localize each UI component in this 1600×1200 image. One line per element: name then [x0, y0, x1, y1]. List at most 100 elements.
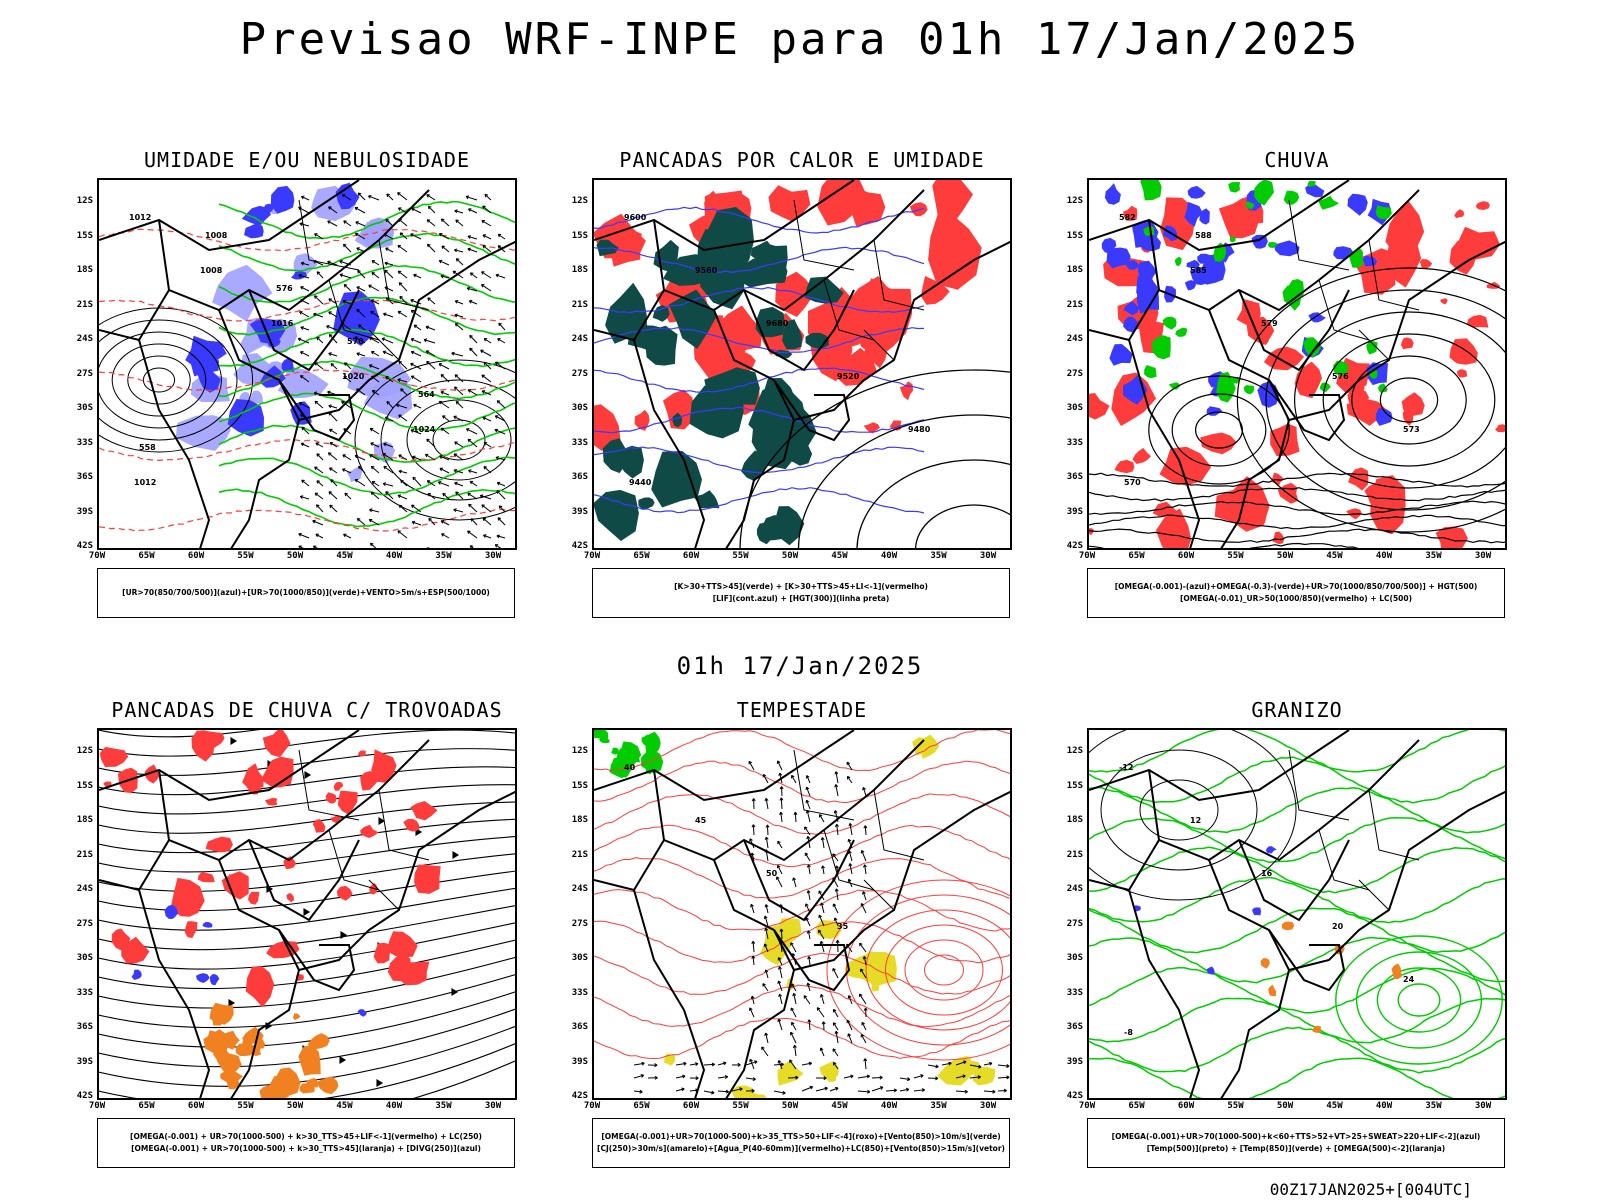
latitude-tick: 12S: [571, 196, 588, 206]
latitude-tick: 21S: [571, 849, 588, 860]
latitude-tick: 18S: [76, 815, 93, 825]
hgt500-zonal-contour: [1089, 528, 1505, 544]
state-borders: [298, 199, 430, 361]
panel-title: GRANIZO: [1251, 698, 1343, 722]
map-graphic: 582 585 579 576 573 570 588: [1089, 180, 1505, 548]
longitude-tick: 50W: [1276, 1101, 1294, 1111]
longitude-tick: 65W: [1128, 1101, 1145, 1111]
latitude-tick: 15S: [571, 230, 588, 241]
contour-label: 9600: [624, 213, 647, 222]
longitude-tick: 40W: [385, 551, 403, 561]
panel-legend: [K>30+TTS>45](verde) + [K>30+TTS>45+LI<-…: [592, 568, 1010, 618]
panel-legend: [OMEGA(-0.001)+UR>70(1000-500)+k>35_TTS>…: [592, 1118, 1010, 1168]
country-borders: [99, 730, 515, 1098]
lif-blue-contour: [594, 367, 925, 393]
latitude-tick: 42S: [571, 1091, 588, 1101]
wind850-green-areas: [594, 730, 664, 779]
longitude-tick: 50W: [286, 551, 304, 561]
longitude-tick: 50W: [286, 1101, 304, 1111]
latitude-tick: 30S: [76, 403, 93, 413]
latitude-tick: 21S: [76, 849, 93, 860]
state-borders: [793, 749, 925, 911]
thunderstorm-orange-areas: [203, 1002, 339, 1098]
latitude-tick: 24S: [571, 884, 588, 894]
latitude-tick: 33S: [1066, 987, 1083, 998]
latitude-tick: 27S: [76, 918, 93, 929]
latitude-tick: 36S: [1066, 472, 1083, 482]
longitude-tick: 30W: [979, 551, 997, 561]
pressure-isobars-east: [354, 359, 515, 521]
latitude-tick: 36S: [76, 1022, 93, 1032]
divergence-blue-areas: [131, 904, 367, 1017]
contour-label: 1020: [342, 372, 365, 381]
longitude-tick: 35W: [930, 551, 947, 561]
latitude-tick: 42S: [1066, 1091, 1083, 1101]
lc850-red-streamline: [594, 984, 1010, 1028]
legend-line: [OMEGA(-0.001)-(azul)+OMEGA(-0.3)-(verde…: [1114, 582, 1478, 591]
contour-label: 50: [766, 869, 778, 878]
longitude-tick: 35W: [1425, 1101, 1442, 1111]
thickness-red-dashed: [99, 368, 515, 392]
hgt500-zonal-contour: [1089, 500, 1505, 516]
contour-label: -12: [1119, 763, 1133, 772]
latitude-tick: 27S: [76, 368, 93, 379]
latitude-tick: 30S: [76, 953, 93, 963]
latitude-tick: 21S: [76, 299, 93, 310]
lif-blue-contour: [594, 406, 925, 434]
temp850-green-contour: [1089, 876, 1505, 924]
longitude-tick: 60W: [682, 1101, 700, 1111]
legend-line: [Temp(500)](preto) + [Temp(850)](verde) …: [1146, 1144, 1446, 1153]
latitude-tick: 15S: [1066, 780, 1083, 791]
contour-label: 579: [1261, 319, 1278, 328]
rh-green-contour: [218, 488, 515, 528]
panel-title: PANCADAS DE CHUVA C/ TROVOADAS: [111, 698, 503, 722]
longitude-tick: 60W: [1177, 1101, 1195, 1111]
hgt500-zonal-contour: [1089, 514, 1505, 530]
contour-label: 9480: [908, 425, 931, 434]
latitude-tick: 27S: [1066, 918, 1083, 929]
contour-label: 1024: [413, 425, 436, 434]
forecast-map: 40 45 50 35: [592, 728, 1012, 1100]
precip-water-red-contours: [826, 879, 1010, 1061]
lif-blue-contour: [594, 206, 925, 234]
rh-green-contour: [218, 392, 515, 432]
contour-label: 1008: [205, 231, 228, 240]
panel-legend: [UR>70(850/700/500)](azul)+[UR>70(1000/8…: [97, 568, 515, 618]
latitude-tick: 15S: [571, 780, 588, 791]
longitude-tick: 70W: [583, 1101, 601, 1111]
latitude-tick: 33S: [571, 987, 588, 998]
latitude-tick: 42S: [571, 541, 588, 551]
contour-label: 9680: [766, 319, 789, 328]
footer-stamp: 00Z17JAN2025+[004UTC]: [1269, 1180, 1472, 1199]
country-borders: [594, 730, 1010, 1098]
rh-green-contour: [218, 424, 515, 463]
hgt500-low-contours: [1148, 375, 1290, 485]
latitude-tick: 39S: [1066, 1056, 1083, 1067]
latitude-tick: 24S: [1066, 334, 1083, 344]
contour-labels: -12 12 16 20 24 -8: [1119, 763, 1415, 1037]
contour-labels: 1012 1008 1016 1020 1024 1012 1008 576 570 564 558: [129, 213, 436, 487]
latitude-tick: 42S: [1066, 541, 1083, 551]
latitude-tick: 36S: [1066, 1022, 1083, 1032]
legend-line: [OMEGA(-0.001) + UR>70(1000-500) + k>30_…: [131, 1144, 481, 1153]
jet-yellow-south: [664, 1053, 996, 1098]
latitude-tick: 42S: [76, 541, 93, 551]
longitude-tick: 70W: [1078, 551, 1096, 561]
temp850-green-contour: [1089, 756, 1505, 804]
contour-label: 9560: [695, 266, 718, 275]
longitude-tick: 35W: [435, 1101, 452, 1111]
hgt500-zonal-contour: [1089, 487, 1505, 502]
latitude-tick: 24S: [1066, 884, 1083, 894]
longitude-tick: 65W: [633, 551, 650, 561]
latitude-tick: 36S: [571, 472, 588, 482]
contour-label: 1012: [129, 213, 151, 222]
latitude-tick: 18S: [1066, 265, 1083, 275]
hgt500-zonal-contour: [1089, 542, 1505, 548]
latitude-tick: 18S: [76, 265, 93, 275]
longitude-tick: 60W: [682, 551, 700, 561]
longitude-tick: 60W: [1177, 551, 1195, 561]
longitude-tick: 50W: [781, 1101, 799, 1111]
temp850-green-contour: [1089, 1057, 1505, 1098]
latitude-tick: 30S: [1066, 403, 1083, 413]
lc850-red-streamline: [594, 793, 1010, 835]
